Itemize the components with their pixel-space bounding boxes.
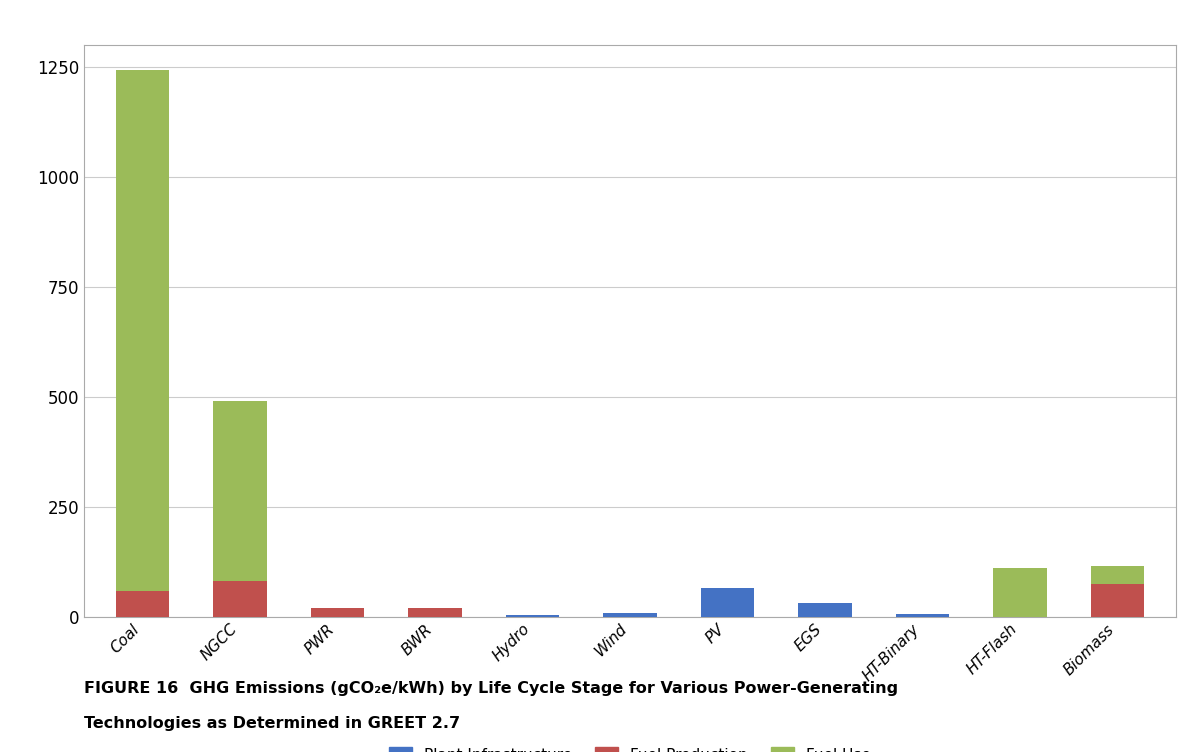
Bar bbox=[311, 608, 365, 617]
Bar bbox=[798, 603, 852, 617]
Bar bbox=[505, 615, 559, 617]
Bar bbox=[408, 608, 462, 617]
Bar bbox=[1091, 584, 1145, 617]
Text: Technologies as Determined in GREET 2.7: Technologies as Determined in GREET 2.7 bbox=[84, 716, 460, 731]
Text: FIGURE 16  GHG Emissions (gCO₂e/kWh) by Life Cycle Stage for Various Power-Gener: FIGURE 16 GHG Emissions (gCO₂e/kWh) by L… bbox=[84, 681, 898, 696]
Legend: Plant Infrastructure, Fuel Production, Fuel Use: Plant Infrastructure, Fuel Production, F… bbox=[383, 741, 877, 752]
Bar bbox=[214, 581, 266, 617]
Bar bbox=[1091, 566, 1145, 584]
Bar bbox=[115, 591, 169, 617]
Bar bbox=[895, 614, 949, 617]
Bar bbox=[604, 613, 656, 617]
Bar bbox=[214, 402, 266, 581]
Bar bbox=[115, 70, 169, 591]
Bar bbox=[701, 588, 755, 617]
Bar bbox=[994, 569, 1046, 617]
